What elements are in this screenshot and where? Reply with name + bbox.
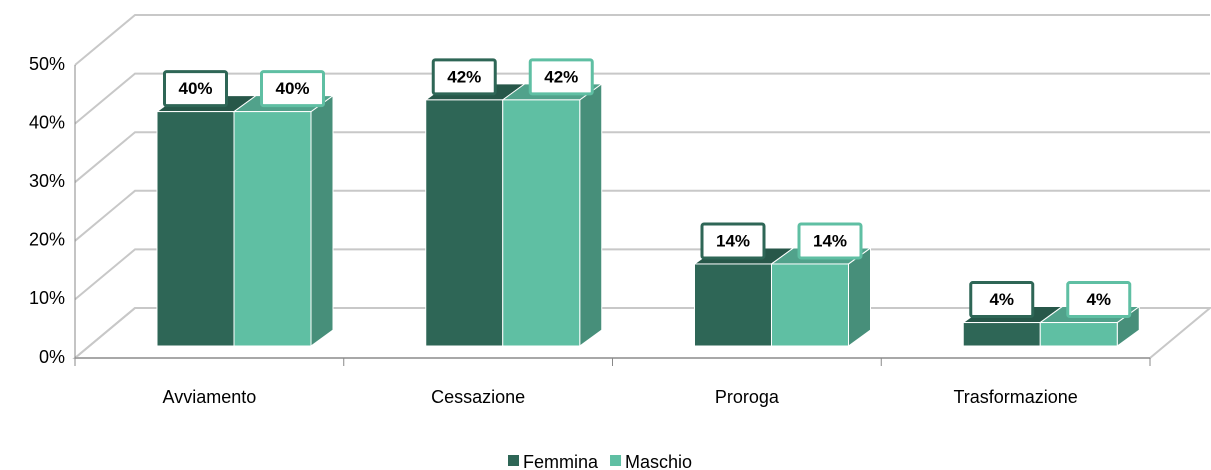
bar xyxy=(771,263,849,347)
data-label-box xyxy=(700,222,766,260)
data-label-box xyxy=(969,281,1035,319)
data-label-box xyxy=(1066,281,1132,319)
bar-side xyxy=(579,82,603,347)
y-tick-label: 10% xyxy=(29,288,65,308)
bar xyxy=(156,111,235,347)
bar-side xyxy=(848,246,871,347)
bar xyxy=(502,99,581,347)
grid-line xyxy=(74,14,1210,66)
legend-label: Femmina xyxy=(523,452,599,470)
x-tick-label: Cessazione xyxy=(431,387,525,407)
bar xyxy=(425,99,504,347)
data-label: 4% xyxy=(989,290,1014,309)
y-tick-label: 30% xyxy=(29,171,65,191)
data-label-box xyxy=(431,58,497,96)
grid-line xyxy=(74,72,1210,125)
x-tick-label: Avviamento xyxy=(163,387,257,407)
x-tick-label: Trasformazione xyxy=(953,387,1077,407)
legend-swatch xyxy=(508,455,519,466)
data-label-box xyxy=(797,222,863,260)
data-label: 40% xyxy=(178,79,212,98)
legend-swatch xyxy=(610,455,622,466)
bar xyxy=(233,111,312,347)
legend-label: Maschio xyxy=(625,452,692,470)
data-label-box xyxy=(528,58,594,96)
y-tick-label: 20% xyxy=(29,230,65,250)
data-label: 14% xyxy=(813,231,847,250)
bar xyxy=(962,322,1041,347)
data-label: 14% xyxy=(716,231,750,250)
bar xyxy=(694,263,772,347)
bar-side xyxy=(310,94,334,347)
data-label: 4% xyxy=(1086,290,1111,309)
data-label: 40% xyxy=(275,79,309,98)
x-tick-label: Proroga xyxy=(715,387,780,407)
y-tick-label: 0% xyxy=(39,347,65,367)
y-tick-label: 50% xyxy=(29,54,65,74)
data-label: 42% xyxy=(447,67,481,86)
grid-line xyxy=(74,131,1210,183)
y-tick-label: 40% xyxy=(29,112,65,132)
data-label-box xyxy=(260,70,325,108)
bar xyxy=(1039,322,1118,347)
grid-line xyxy=(74,189,1210,242)
data-label: 42% xyxy=(544,67,578,86)
data-label-box xyxy=(163,70,228,108)
